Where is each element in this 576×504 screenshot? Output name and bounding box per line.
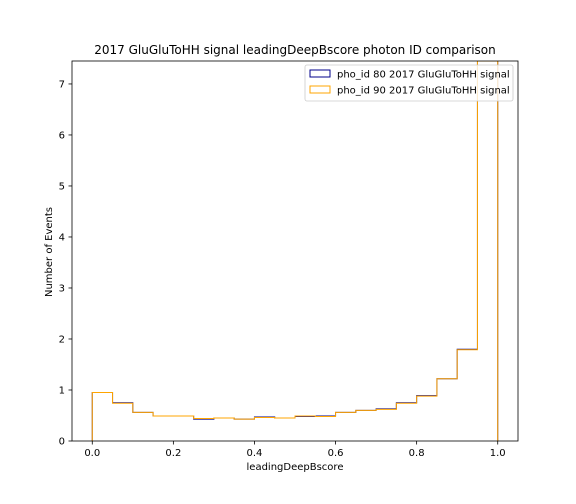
y-tick-label: 0 (59, 437, 65, 448)
x-tick-label: 0.6 (328, 448, 344, 459)
legend-label: pho_id 90 2017 GluGluToHH signal (337, 86, 510, 97)
legend-box (304, 64, 514, 102)
legend-label: pho_id 80 2017 GluGluToHH signal (337, 70, 510, 81)
y-axis-ticks: 0 1 2 3 4 5 6 7 (59, 79, 72, 448)
y-tick-label: 3 (59, 283, 65, 294)
x-tick-label: 1.0 (490, 448, 506, 459)
y-axis-label: Number of Events (44, 207, 55, 297)
y-tick-label: 2 (59, 334, 65, 345)
chart-title: 2017 GluGluToHH signal leadingDeepBscore… (94, 43, 495, 57)
x-tick-label: 0.0 (84, 448, 100, 459)
x-tick-label: 0.2 (165, 448, 181, 459)
y-tick-label: 5 (59, 181, 65, 192)
axes-frame (71, 60, 519, 442)
x-tick-label: 0.4 (247, 448, 263, 459)
legend-swatch (309, 69, 331, 78)
x-tick-label: 0.8 (409, 448, 425, 459)
y-tick-label: 7 (59, 79, 65, 90)
legend: pho_id 80 2017 GluGluToHH signal pho_id 9… (304, 64, 514, 102)
y-tick-label: 4 (59, 232, 65, 243)
y-tick-label: 6 (59, 130, 65, 141)
legend-swatch (309, 85, 331, 94)
y-tick-label: 1 (59, 385, 65, 396)
x-axis-ticks: 0.0 0.2 0.4 0.6 0.8 1.0 (84, 441, 506, 459)
plot-area (71, 60, 519, 442)
histogram-series-2 (91, 61, 499, 441)
x-axis-label: leadingDeepBscore (247, 462, 344, 473)
